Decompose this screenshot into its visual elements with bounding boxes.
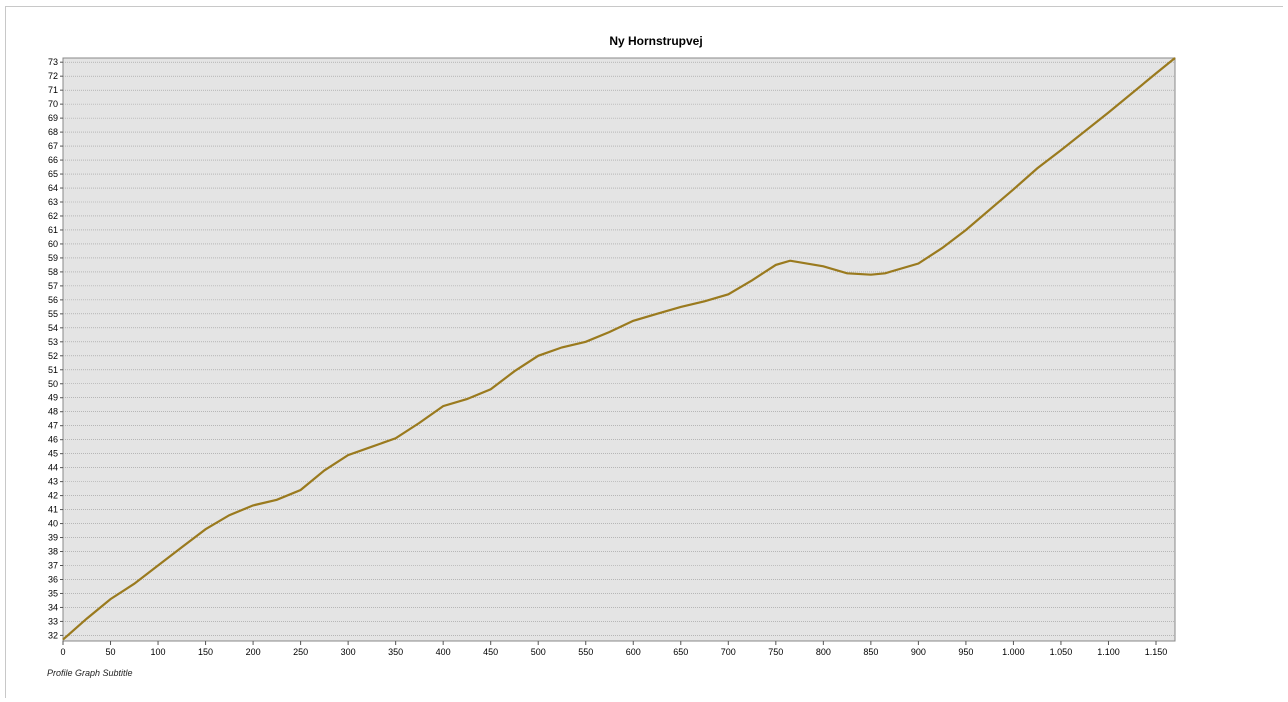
x-tick-label: 500 — [531, 647, 546, 657]
y-tick-label: 62 — [48, 211, 58, 221]
y-tick-label: 61 — [48, 225, 58, 235]
y-tick-label: 40 — [48, 519, 58, 529]
y-tick-label: 43 — [48, 477, 58, 487]
x-axis: 0 50 100 150 200 250 300 350 400 450 500 550 600 650 7… — [60, 641, 1167, 657]
grid-lines — [63, 61, 1175, 636]
y-tick-label: 69 — [48, 113, 58, 123]
y-tick-label: 48 — [48, 407, 58, 417]
plot-area — [62, 57, 1176, 642]
y-tick-label: 49 — [48, 393, 58, 403]
y-tick-label: 46 — [48, 435, 58, 445]
x-tick-label: 650 — [673, 647, 688, 657]
y-tick-label: 39 — [48, 533, 58, 543]
x-tick-label: 200 — [246, 647, 261, 657]
x-tick-label: 50 — [106, 647, 116, 657]
x-tick-label: 0 — [60, 647, 65, 657]
y-tick-label: 73 — [48, 57, 58, 67]
y-tick-label: 44 — [48, 463, 58, 473]
chart-frame: Ny Hornstrupvej 32 33 34 35 36 37 38 39 40 41 42 43… — [5, 6, 1283, 698]
y-tick-label: 42 — [48, 491, 58, 501]
y-tick-label: 57 — [48, 281, 58, 291]
x-tick-label: 300 — [341, 647, 356, 657]
x-tick-label: 850 — [863, 647, 878, 657]
x-tick-label: 350 — [388, 647, 403, 657]
x-tick-label: 450 — [483, 647, 498, 657]
y-tick-label: 52 — [48, 351, 58, 361]
x-tick-label: 400 — [436, 647, 451, 657]
y-tick-label: 59 — [48, 253, 58, 263]
y-tick-label: 41 — [48, 505, 58, 515]
y-tick-label: 55 — [48, 309, 58, 319]
y-tick-label: 35 — [48, 588, 58, 598]
x-tick-label: 750 — [768, 647, 783, 657]
x-tick-label: 700 — [721, 647, 736, 657]
x-tick-label: 250 — [293, 647, 308, 657]
y-tick-label: 33 — [48, 616, 58, 626]
chart-title: Ny Hornstrupvej — [609, 34, 702, 48]
x-tick-label: 100 — [151, 647, 166, 657]
y-tick-label: 51 — [48, 365, 58, 375]
x-tick-label: 150 — [198, 647, 213, 657]
y-tick-label: 68 — [48, 127, 58, 137]
y-tick-label: 58 — [48, 267, 58, 277]
y-tick-label: 71 — [48, 85, 58, 95]
x-tick-label: 950 — [958, 647, 973, 657]
y-tick-label: 32 — [48, 630, 58, 640]
y-tick-label: 65 — [48, 169, 58, 179]
y-tick-label: 70 — [48, 99, 58, 109]
y-tick-label: 54 — [48, 323, 58, 333]
x-tick-label: 550 — [578, 647, 593, 657]
y-tick-label: 72 — [48, 71, 58, 81]
x-tick-label: 1.050 — [1050, 647, 1073, 657]
y-tick-label: 64 — [48, 183, 58, 193]
x-tick-label: 1.150 — [1145, 647, 1168, 657]
x-tick-label: 900 — [911, 647, 926, 657]
x-tick-label: 1.000 — [1002, 647, 1025, 657]
y-tick-label: 36 — [48, 574, 58, 584]
x-tick-label: 1.100 — [1097, 647, 1120, 657]
y-tick-label: 60 — [48, 239, 58, 249]
x-tick-label: 800 — [816, 647, 831, 657]
y-tick-label: 66 — [48, 155, 58, 165]
y-tick-label: 56 — [48, 295, 58, 305]
profile-chart: Ny Hornstrupvej 32 33 34 35 36 37 38 39 40 41 42 43… — [47, 34, 1176, 678]
y-tick-label: 53 — [48, 337, 58, 347]
y-tick-label: 34 — [48, 602, 58, 612]
y-tick-label: 50 — [48, 379, 58, 389]
y-tick-label: 37 — [48, 561, 58, 571]
y-tick-label: 38 — [48, 547, 58, 557]
y-axis: 32 33 34 35 36 37 38 39 40 41 42 43 44 45 46 47 48 49 50 51… — [48, 57, 63, 640]
y-tick-label: 47 — [48, 421, 58, 431]
y-tick-label: 63 — [48, 197, 58, 207]
chart-subtitle: Profile Graph Subtitle — [47, 668, 133, 678]
profile-line — [62, 57, 1176, 641]
y-tick-label: 45 — [48, 449, 58, 459]
x-tick-label: 600 — [626, 647, 641, 657]
y-tick-label: 67 — [48, 141, 58, 151]
